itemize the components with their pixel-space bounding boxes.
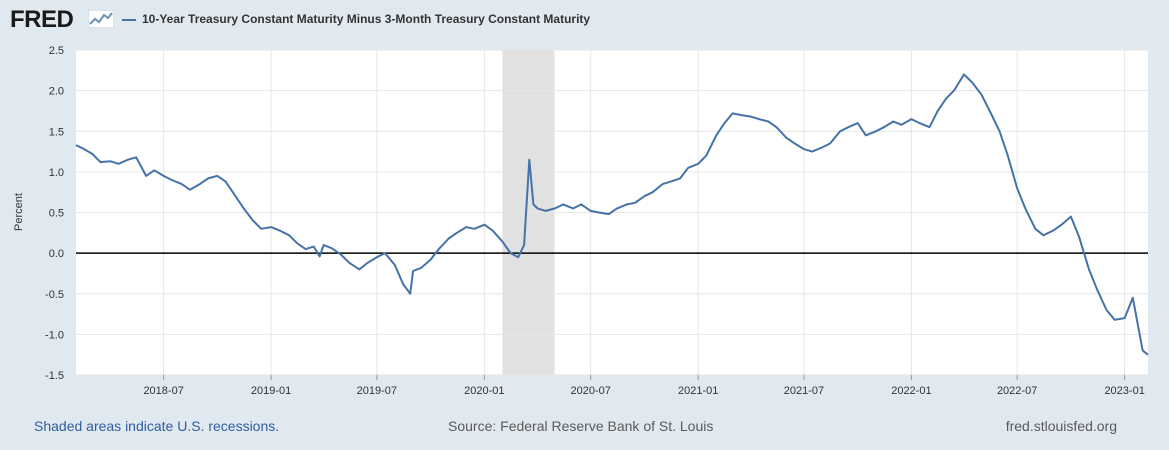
x-tick-label: 2021-01 xyxy=(678,385,718,397)
y-axis: 2.5 2.0 1.5 1.0 0.5 0.0 -0.5 -1.0 -1.5 xyxy=(45,45,64,382)
recession-note: Shaded areas indicate U.S. recessions. xyxy=(34,418,280,434)
series-line[interactable] xyxy=(75,73,1149,356)
x-tick-label: 2020-07 xyxy=(570,385,610,397)
series-legend: 10-Year Treasury Constant Maturity Minus… xyxy=(122,12,590,26)
chart-header: FRED 10-Year Treasury Constant Maturity … xyxy=(0,0,1169,40)
y-tick-label: 1.5 xyxy=(49,126,64,138)
fred-logo[interactable]: FRED xyxy=(10,6,74,33)
y-tick-label: 2.0 xyxy=(49,86,64,98)
legend-label: 10-Year Treasury Constant Maturity Minus… xyxy=(142,12,591,26)
chart-footer: Shaded areas indicate U.S. recessions. S… xyxy=(0,412,1169,436)
source-text: Source: Federal Reserve Bank of St. Loui… xyxy=(448,418,714,434)
x-tick-label: 2022-07 xyxy=(997,385,1037,397)
x-tick-label: 2023-01 xyxy=(1104,385,1144,397)
legend-line-swatch xyxy=(122,18,136,21)
y-tick-label: -1.5 xyxy=(45,370,64,382)
y-tick-label: 0.0 xyxy=(49,248,64,260)
y-tick-label: 2.5 xyxy=(49,45,64,57)
x-tick-label: 2022-01 xyxy=(891,385,931,397)
y-tick-label: -1.0 xyxy=(45,329,64,341)
x-tick-label: 2019-07 xyxy=(357,385,397,397)
source-url-link[interactable]: fred.stlouisfed.org xyxy=(1005,418,1117,434)
x-axis: 2018-07 2019-01 2019-07 2020-01 2020-07 2021-… xyxy=(143,375,1145,397)
y-tick-label: -0.5 xyxy=(45,289,64,301)
y-tick-label: 1.0 xyxy=(49,167,64,179)
y-axis-label: Percent xyxy=(13,193,25,231)
x-tick-label: 2020-01 xyxy=(464,385,504,397)
x-tick-label: 2021-07 xyxy=(784,385,824,397)
line-chart: 2.52.01.51.00.50.0-0.5-1.0-1.5 2018-07 20… xyxy=(13,45,1149,397)
y-tick-label: 0.5 xyxy=(49,208,64,220)
fred-chart-logo-icon xyxy=(88,10,114,28)
x-tick-label: 2019-01 xyxy=(251,385,291,397)
x-tick-label: 2018-07 xyxy=(143,385,183,397)
